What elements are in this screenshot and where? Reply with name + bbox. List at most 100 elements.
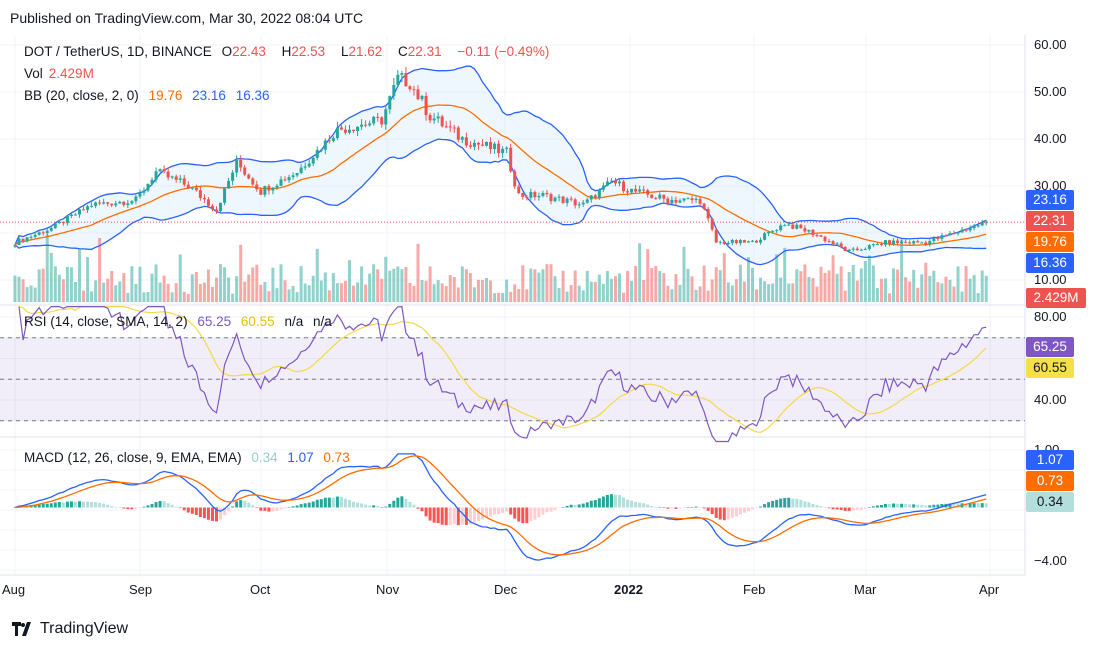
macd-histogram-bar — [339, 497, 343, 508]
macd-histogram-bar — [755, 507, 759, 509]
macd-histogram-bar — [106, 504, 110, 508]
volume-bar — [565, 291, 569, 302]
volume-bar — [122, 273, 126, 302]
volume-bar — [686, 268, 690, 302]
volume-bar — [154, 264, 158, 302]
candle — [41, 232, 45, 234]
volume-bar — [57, 274, 61, 302]
macd-histogram-bar — [505, 507, 509, 512]
macd-histogram-bar — [742, 507, 746, 513]
volume-bar — [25, 287, 29, 302]
macd-histogram-bar — [110, 506, 114, 508]
volume-bar — [763, 281, 767, 302]
volume-bar — [291, 285, 295, 302]
candle — [597, 189, 601, 198]
candle — [916, 241, 920, 243]
candle — [912, 241, 916, 244]
candle — [347, 129, 351, 133]
candle — [360, 124, 364, 127]
candle — [980, 222, 984, 226]
candle — [529, 191, 533, 198]
candle — [73, 214, 77, 216]
candle — [311, 157, 315, 164]
candle — [29, 236, 33, 238]
bb-lower-line — [14, 138, 987, 266]
volume-bar — [738, 264, 742, 302]
volume-bar — [505, 279, 509, 302]
volume-bar — [259, 284, 263, 302]
volume-bar — [368, 273, 372, 302]
macd-histogram-bar — [476, 507, 480, 522]
symbol-title[interactable]: DOT / TetherUS, 1D, BINANCE — [24, 44, 212, 59]
macd-histogram-bar — [49, 503, 53, 508]
macd-histogram-bar — [82, 501, 86, 508]
volume-bar — [404, 267, 408, 302]
volume-bar — [13, 275, 17, 302]
candle — [630, 188, 634, 193]
macd-histogram-bar — [480, 507, 484, 520]
candle — [170, 176, 174, 178]
volume-bar — [356, 282, 360, 302]
volume-bar — [53, 266, 57, 302]
volume-bar — [924, 262, 928, 302]
bb-legend[interactable]: BB (20, close, 2, 0) 19.76 23.16 16.36 — [24, 88, 276, 103]
volume-bar — [267, 291, 271, 302]
volume-bar — [428, 266, 432, 302]
volume-bar — [202, 282, 206, 302]
volume-legend[interactable]: Vol 2.429M — [24, 66, 100, 81]
volume-bar — [307, 285, 311, 302]
candle — [227, 180, 231, 189]
volume-bar — [190, 274, 194, 302]
macd-histogram-bar — [138, 507, 142, 508]
candle — [896, 240, 900, 244]
macd-histogram-bar — [787, 497, 791, 508]
macd-histogram-bar — [154, 502, 158, 508]
candle — [722, 241, 726, 245]
candle — [98, 202, 102, 204]
macd-histogram-bar — [674, 507, 678, 509]
macd-histogram-bar — [549, 507, 553, 512]
volume-bar — [609, 278, 613, 302]
macd-histogram-bar — [251, 505, 255, 508]
macd-histogram-bar — [638, 502, 642, 508]
macd-histogram-bar — [807, 502, 811, 508]
candle — [485, 141, 489, 146]
candle — [287, 176, 291, 181]
candle — [134, 196, 138, 202]
time-tick: Mar — [854, 582, 877, 597]
volume-bar — [210, 286, 214, 302]
volume-bar — [839, 266, 843, 302]
volume-bar — [767, 284, 771, 302]
volume-bar — [851, 264, 855, 302]
volume-bar — [166, 283, 170, 302]
bb-lower-tag: 16.36 — [1026, 253, 1074, 273]
volume-bar — [223, 267, 227, 302]
macd-histogram-bar — [746, 507, 750, 511]
macd-legend[interactable]: MACD (12, 26, close, 9, EMA, EMA) 0.34 1… — [24, 450, 356, 465]
volume-bar — [493, 293, 497, 302]
volume-bar — [73, 282, 77, 302]
volume-bar — [843, 290, 847, 302]
volume-bar — [110, 270, 114, 302]
volume-bar — [130, 266, 134, 302]
volume-bar — [464, 269, 468, 302]
candle — [392, 84, 396, 97]
macd-histogram-bar — [577, 504, 581, 508]
volume-bar — [670, 289, 674, 302]
volume-bar — [138, 266, 142, 302]
macd-histogram-bar — [134, 507, 138, 509]
macd-histogram-bar — [102, 503, 106, 508]
volume-bar — [855, 280, 859, 302]
brand-name: TradingView — [40, 620, 129, 637]
candle — [186, 184, 190, 189]
tradingview-logo[interactable]: TradingView — [12, 620, 128, 638]
candle — [82, 209, 86, 211]
macd-value: 1.07 — [287, 450, 314, 465]
candle — [775, 230, 779, 232]
macd-histogram-bar — [904, 503, 908, 508]
volume-bar — [638, 243, 642, 302]
volume-bar — [734, 279, 738, 302]
volume-bar — [114, 285, 118, 302]
rsi-legend[interactable]: RSI (14, close, SMA, 14, 2) 65.25 60.55 … — [24, 314, 338, 329]
